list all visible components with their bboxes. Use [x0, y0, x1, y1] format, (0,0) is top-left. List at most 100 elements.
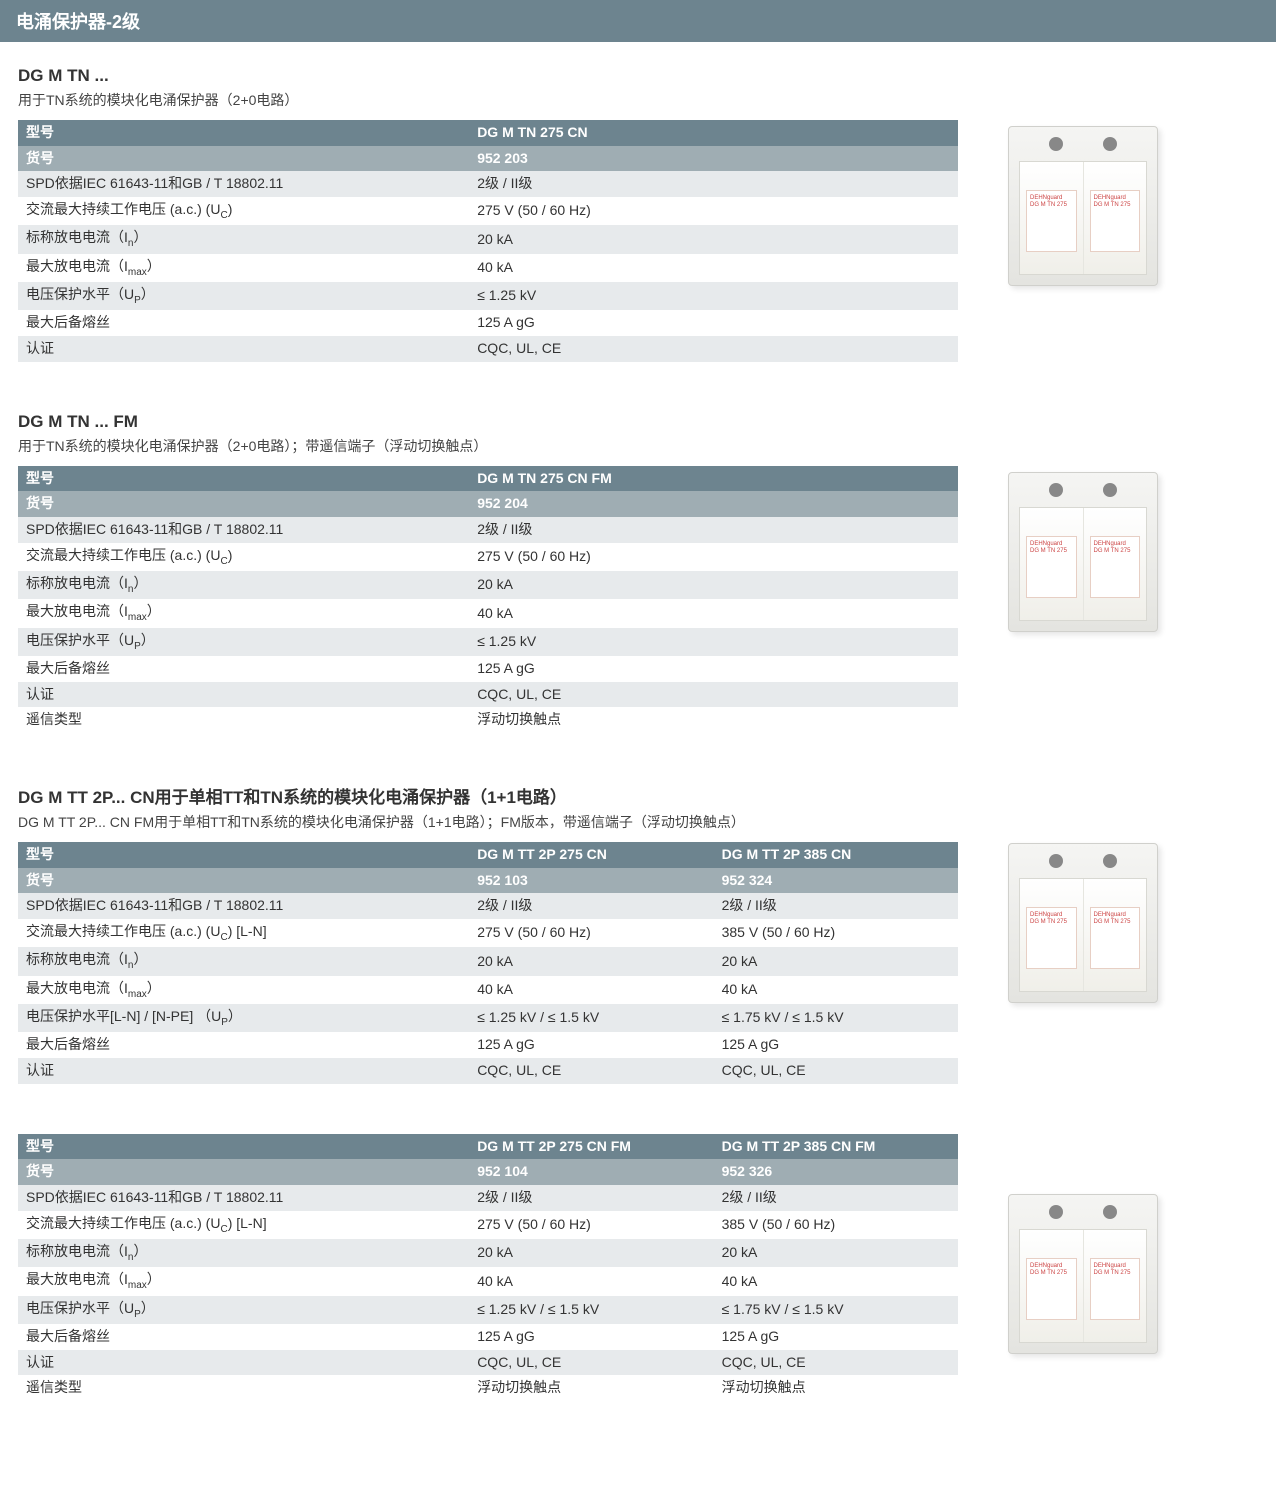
table-row: 型号DG M TN 275 CN	[18, 120, 958, 146]
table-cell: 浮动切换触点	[469, 1375, 713, 1401]
table-row: 最大放电电流（Imax）40 kA40 kA	[18, 1267, 958, 1295]
table-cell: 浮动切换触点	[469, 707, 958, 733]
table-cell: 40 kA	[714, 976, 958, 1004]
section-image: DEHNguardDG M TN 275 DEHNguardDG M TN 27…	[958, 412, 1188, 632]
table-cell: 最大放电电流（Imax）	[18, 599, 469, 627]
table-cell: 最大放电电流（Imax）	[18, 1267, 469, 1295]
table-cell: 浮动切换触点	[714, 1375, 958, 1401]
table-row: 型号DG M TT 2P 275 CNDG M TT 2P 385 CN	[18, 842, 958, 868]
table-row: 最大放电电流（Imax）40 kA	[18, 599, 958, 627]
table-row: 标称放电电流（In）20 kA	[18, 571, 958, 599]
table-cell: 20 kA	[469, 571, 958, 599]
section-image: DEHNguardDG M TN 275 DEHNguardDG M TN 27…	[958, 66, 1188, 286]
table-cell: ≤ 1.25 kV	[469, 628, 958, 656]
table-cell: 275 V (50 / 60 Hz)	[469, 919, 713, 947]
table-cell: CQC, UL, CE	[469, 1350, 713, 1376]
table-cell: ≤ 1.25 kV / ≤ 1.5 kV	[469, 1296, 713, 1324]
table-row: SPD依据IEC 61643-11和GB / T 18802.112级 / II…	[18, 171, 958, 197]
table-row: 电压保护水平（UP）≤ 1.25 kV	[18, 628, 958, 656]
section: DG M TT 2P... CN用于单相TT和TN系统的模块化电涌保护器（1+1…	[0, 783, 1276, 1098]
spec-table: 型号DG M TT 2P 275 CNDG M TT 2P 385 CN货号95…	[18, 842, 958, 1084]
section-content: DG M TN ... FM 用于TN系统的模块化电涌保护器（2+0电路）；带遥信…	[18, 412, 958, 747]
table-row: 交流最大持续工作电压 (a.c.) (UC)275 V (50 / 60 Hz)	[18, 543, 958, 571]
table-cell: 最大后备熔丝	[18, 656, 469, 682]
section-image: DEHNguardDG M TN 275 DEHNguardDG M TN 27…	[958, 783, 1188, 1003]
table-cell: 952 204	[469, 491, 958, 517]
table-cell: CQC, UL, CE	[714, 1058, 958, 1084]
table-cell: SPD依据IEC 61643-11和GB / T 18802.11	[18, 517, 469, 543]
table-row: 认证CQC, UL, CE	[18, 682, 958, 708]
table-cell: 最大放电电流（Imax）	[18, 254, 469, 282]
section-content: 型号DG M TT 2P 275 CN FMDG M TT 2P 385 CN …	[18, 1134, 958, 1415]
table-cell: 交流最大持续工作电压 (a.c.) (UC)	[18, 197, 469, 225]
table-cell: 认证	[18, 682, 469, 708]
section-content: DG M TN ...用于TN系统的模块化电涌保护器（2+0电路）型号DG M …	[18, 66, 958, 376]
section-title: DG M TN ... FM	[18, 412, 958, 432]
table-row: 遥信类型浮动切换触点	[18, 707, 958, 733]
table-cell: 385 V (50 / 60 Hz)	[714, 919, 958, 947]
table-cell: DG M TT 2P 275 CN FM	[469, 1134, 713, 1160]
table-cell: ≤ 1.25 kV / ≤ 1.5 kV	[469, 1004, 713, 1032]
table-row: 认证CQC, UL, CE	[18, 336, 958, 362]
section: DG M TN ...用于TN系统的模块化电涌保护器（2+0电路）型号DG M …	[0, 66, 1276, 376]
table-row: SPD依据IEC 61643-11和GB / T 18802.112级 / II…	[18, 517, 958, 543]
table-row: 交流最大持续工作电压 (a.c.) (UC)275 V (50 / 60 Hz)	[18, 197, 958, 225]
table-row: 交流最大持续工作电压 (a.c.) (UC) [L-N]275 V (50 / …	[18, 919, 958, 947]
table-cell: ≤ 1.25 kV	[469, 282, 958, 310]
table-cell: 标称放电电流（In）	[18, 1239, 469, 1267]
table-cell: SPD依据IEC 61643-11和GB / T 18802.11	[18, 893, 469, 919]
table-cell: 385 V (50 / 60 Hz)	[714, 1211, 958, 1239]
table-cell: 型号	[18, 842, 469, 868]
table-row: 遥信类型浮动切换触点浮动切换触点	[18, 1375, 958, 1401]
table-row: 型号DG M TN 275 CN FM	[18, 466, 958, 492]
table-cell: SPD依据IEC 61643-11和GB / T 18802.11	[18, 1185, 469, 1211]
table-cell: DG M TN 275 CN	[469, 120, 958, 146]
table-cell: 货号	[18, 491, 469, 517]
table-cell: 2级 / II级	[469, 171, 958, 197]
table-cell: 952 203	[469, 146, 958, 172]
table-row: 最大后备熔丝125 A gG	[18, 656, 958, 682]
section-subtitle: DG M TT 2P... CN FM用于单相TT和TN系统的模块化电涌保护器（…	[18, 812, 958, 832]
table-cell: 20 kA	[714, 1239, 958, 1267]
table-row: SPD依据IEC 61643-11和GB / T 18802.112级 / II…	[18, 893, 958, 919]
table-row: 货号952 103952 324	[18, 868, 958, 894]
table-cell: DG M TN 275 CN FM	[469, 466, 958, 492]
table-cell: 125 A gG	[469, 656, 958, 682]
spec-table: 型号DG M TN 275 CN货号952 203SPD依据IEC 61643-…	[18, 120, 958, 362]
table-cell: 交流最大持续工作电压 (a.c.) (UC) [L-N]	[18, 919, 469, 947]
table-cell: ≤ 1.75 kV / ≤ 1.5 kV	[714, 1004, 958, 1032]
table-cell: 40 kA	[714, 1267, 958, 1295]
table-row: 货号952 204	[18, 491, 958, 517]
table-cell: 952 326	[714, 1159, 958, 1185]
section-title: DG M TN ...	[18, 66, 958, 86]
table-row: 最大后备熔丝125 A gG	[18, 310, 958, 336]
table-row: 电压保护水平[L-N] / [N-PE] （UP）≤ 1.25 kV / ≤ 1…	[18, 1004, 958, 1032]
table-row: 认证CQC, UL, CECQC, UL, CE	[18, 1058, 958, 1084]
table-cell: 遥信类型	[18, 1375, 469, 1401]
product-image: DEHNguardDG M TN 275 DEHNguardDG M TN 27…	[1008, 472, 1158, 632]
table-cell: 电压保护水平（UP）	[18, 628, 469, 656]
section-image: DEHNguardDG M TN 275 DEHNguardDG M TN 27…	[958, 1134, 1188, 1354]
table-cell: 275 V (50 / 60 Hz)	[469, 1211, 713, 1239]
section-subtitle: 用于TN系统的模块化电涌保护器（2+0电路）；带遥信端子（浮动切换触点）	[18, 436, 958, 456]
table-cell: 40 kA	[469, 254, 958, 282]
table-cell: 20 kA	[714, 947, 958, 975]
product-image: DEHNguardDG M TN 275 DEHNguardDG M TN 27…	[1008, 1194, 1158, 1354]
table-cell: CQC, UL, CE	[714, 1350, 958, 1376]
table-cell: 2级 / II级	[714, 1185, 958, 1211]
table-cell: 2级 / II级	[469, 1185, 713, 1211]
table-cell: 最大后备熔丝	[18, 310, 469, 336]
table-cell: DG M TT 2P 275 CN	[469, 842, 713, 868]
table-row: 货号952 104952 326	[18, 1159, 958, 1185]
table-row: 型号DG M TT 2P 275 CN FMDG M TT 2P 385 CN …	[18, 1134, 958, 1160]
table-cell: 952 103	[469, 868, 713, 894]
table-cell: 最大后备熔丝	[18, 1032, 469, 1058]
table-cell: 275 V (50 / 60 Hz)	[469, 197, 958, 225]
table-cell: SPD依据IEC 61643-11和GB / T 18802.11	[18, 171, 469, 197]
table-cell: 货号	[18, 146, 469, 172]
section-content: DG M TT 2P... CN用于单相TT和TN系统的模块化电涌保护器（1+1…	[18, 783, 958, 1098]
table-cell: 交流最大持续工作电压 (a.c.) (UC) [L-N]	[18, 1211, 469, 1239]
table-cell: 交流最大持续工作电压 (a.c.) (UC)	[18, 543, 469, 571]
table-cell: 125 A gG	[714, 1324, 958, 1350]
table-cell: 电压保护水平（UP）	[18, 1296, 469, 1324]
